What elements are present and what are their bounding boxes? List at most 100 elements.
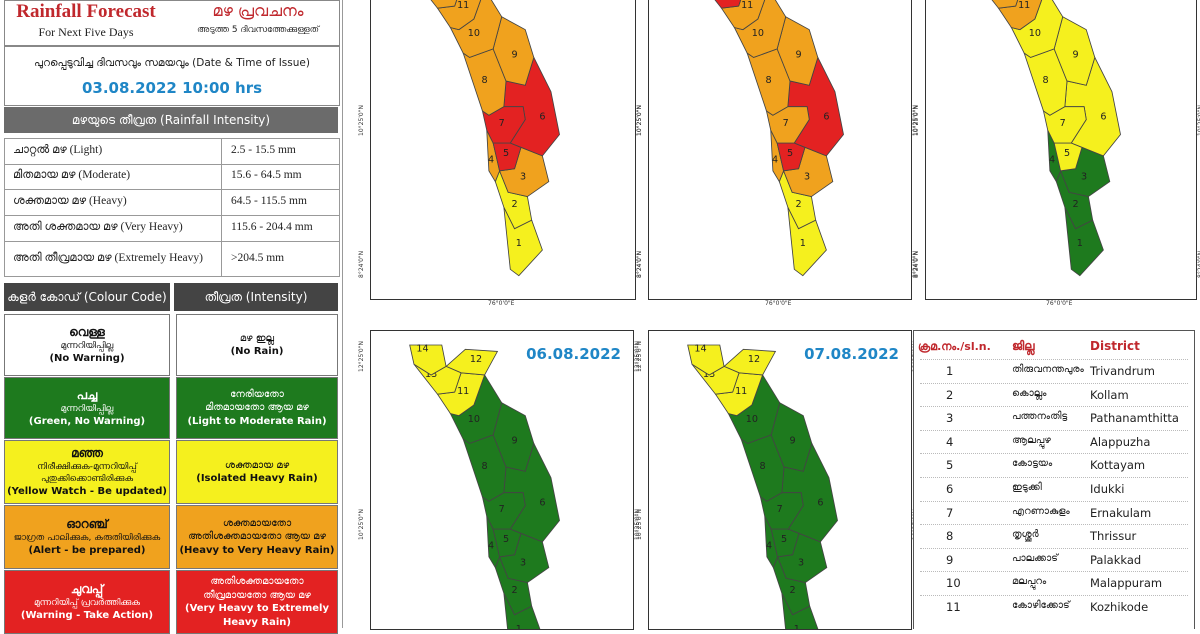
- table-row: 11 കോഴിക്കോട് Kozhikode: [920, 595, 1188, 619]
- col-heading-en: District: [1090, 339, 1140, 353]
- kerala-map: 1234567891011121314: [687, 343, 838, 629]
- district-number-label: 14: [694, 343, 706, 354]
- forecast-map-day4: 123456789101112131406.08.2022: [370, 330, 634, 630]
- district-number-label: 3: [1081, 171, 1087, 182]
- district-number-label: 1: [800, 238, 806, 249]
- district-en: Trivandrum: [1090, 364, 1155, 378]
- district-number-label: 4: [772, 154, 778, 165]
- forecast-date: 07.08.2022: [804, 345, 899, 363]
- district-no: 7: [946, 505, 954, 520]
- legend-text: (No Rain): [230, 346, 284, 357]
- district-number-label: 5: [503, 148, 509, 159]
- legend-text: (Isolated Heavy Rain): [196, 473, 318, 484]
- district-ml: ഇടുക്കി: [1012, 482, 1042, 493]
- district-region-13: [430, 0, 458, 9]
- district-number-label: 10: [752, 28, 764, 39]
- intensity-cell: നേരിയതോ മിതമായതോ ആയ മഴ (Light to Moderate …: [176, 377, 338, 439]
- district-ml: കോട്ടയം: [1012, 458, 1053, 470]
- district-number-label: 3: [798, 557, 804, 568]
- district-region-13: [714, 0, 742, 9]
- colour-code-cell: ചുവപ്പ് മുന്നറിയിപ്പ് പ്രവർത്തിക്കുക (Warn…: [4, 570, 170, 634]
- district-number-label: 9: [1072, 49, 1078, 60]
- table-row: 3 പത്തനംതിട്ട Pathanamthitta: [920, 406, 1188, 430]
- district-number-label: 2: [511, 585, 517, 596]
- district-number-label: 3: [520, 557, 526, 568]
- district-number-label: 6: [1100, 112, 1106, 123]
- intensity-row: ചാറ്റൽ മഴ (Light) 2.5 - 15.5 mm: [4, 138, 340, 165]
- district-number-label: 12: [748, 354, 760, 365]
- district-en: Pathanamthitta: [1090, 411, 1179, 426]
- legend-text: നേരിയതോ: [230, 388, 284, 400]
- intensity-row: ശക്തമായ മഴ (Heavy) 64.5 - 115.5 mm: [4, 190, 340, 216]
- district-en: Kottayam: [1090, 458, 1146, 473]
- legend-text: വെള്ള: [69, 325, 105, 340]
- intensity-range: 2.5 - 15.5 mm: [231, 144, 296, 156]
- district-ml: കോഴിക്കോട്: [1012, 600, 1070, 611]
- district-number-label: 8: [766, 75, 772, 86]
- axis-label: 12°25'0"N: [636, 341, 643, 372]
- intensity-label: മിതമായ മഴ (Moderate): [13, 169, 131, 181]
- district-number-label: 10: [468, 28, 480, 39]
- kerala-map: 1234567891011121314: [991, 0, 1121, 277]
- intensity-range: 64.5 - 115.5 mm: [231, 195, 307, 207]
- legend-text: അതിശക്തമായതോ ആയ മഴ: [188, 531, 326, 543]
- district-no: 8: [946, 529, 954, 544]
- district-en: Ernakulam: [1090, 505, 1152, 520]
- district-ml: ആലപ്പുഴ: [1012, 434, 1051, 446]
- district-number-label: 7: [1060, 118, 1066, 129]
- district-number-label: 7: [783, 118, 789, 129]
- forecast-map-day3: 1234567891011121314: [925, 0, 1197, 300]
- intensity-label: ചാറ്റൽ മഴ (Light): [13, 144, 103, 156]
- district-en: Palakkad: [1090, 552, 1142, 567]
- intensity-range: >204.5 mm: [231, 252, 285, 264]
- table-row: 9 പാലക്കാട് Palakkad: [920, 547, 1188, 572]
- intensity-cell: ശക്തമായതോ അതിശക്തമായതോ ആയ മഴ (Heavy to Ver…: [176, 505, 338, 569]
- district-no: 3: [946, 411, 954, 426]
- table-row: 8 തൃശ്ശൂർ Thrissur: [920, 524, 1188, 548]
- district-no: 6: [946, 482, 954, 496]
- district-number-label: 11: [1018, 0, 1030, 11]
- legend-text: ചുവപ്പ്: [70, 582, 104, 597]
- axis-label: 8°24'0"N: [358, 250, 365, 278]
- forecast-date: 06.08.2022: [526, 345, 621, 363]
- district-no: 1: [946, 364, 954, 378]
- district-number-label: 12: [470, 354, 482, 365]
- district-number-label: 4: [488, 154, 494, 165]
- intensity-col-heading: തീവ്രത (Intensity): [174, 283, 338, 311]
- intensity-cell: മഴ ഇല്ല (No Rain): [176, 314, 338, 376]
- legend-text: (Very Heavy to Extremely Heavy Rain): [185, 603, 329, 628]
- district-number-label: 8: [760, 461, 766, 472]
- intensity-cell: ശക്തമായ മഴ (Isolated Heavy Rain): [176, 440, 338, 504]
- forecast-map-day2: 1234567891011121314: [648, 0, 912, 300]
- district-number-label: 10: [746, 414, 758, 425]
- district-number-label: 9: [795, 49, 801, 60]
- legend-text: പച്ച: [76, 388, 98, 403]
- district-number-label: 2: [795, 199, 801, 210]
- table-row: 7 എറണാകുളം Ernakulam: [920, 500, 1188, 525]
- intensity-row: അതി ശക്തമായ മഴ (Very Heavy) 115.6 - 204.4…: [4, 216, 340, 242]
- legend-text: (Yellow Watch - Be updated): [7, 486, 167, 498]
- legend-text: (Light to Moderate Rain): [187, 415, 327, 427]
- intensity-range: 15.6 - 64.5 mm: [231, 169, 302, 181]
- issue-label: പുറപ്പെടുവിച്ച ദിവസവും സമയവും (Date & Ti…: [34, 57, 310, 69]
- colour-code-heading: കളർ കോഡ് (Colour Code): [4, 283, 170, 311]
- district-ml: തൃശ്ശൂർ: [1012, 529, 1039, 541]
- legend-text: മുന്നറിയിപ്പ് പ്രവർത്തിക്കുക: [34, 598, 140, 609]
- issue-box: പുറപ്പെടുവിച്ച ദിവസവും സമയവും (Date & Ti…: [4, 46, 340, 106]
- legend-text: മിതമായതോ ആയ മഴ: [205, 402, 309, 414]
- district-number-label: 5: [503, 534, 509, 545]
- district-en: Malappuram: [1090, 576, 1163, 591]
- kerala-map: 1234567891011121314: [409, 343, 560, 629]
- district-no: 5: [946, 458, 954, 473]
- title-box: Rainfall Forecast For Next Five Days മഴ …: [4, 0, 340, 46]
- district-number-label: 6: [539, 112, 545, 123]
- district-number-label: 9: [789, 435, 795, 446]
- district-number-label: 5: [1064, 148, 1070, 159]
- legend-text: ശക്തമായതോ: [222, 517, 292, 529]
- district-no: 2: [946, 387, 954, 402]
- district-number-label: 8: [482, 75, 488, 86]
- table-row: 2 കൊല്ലം Kollam: [920, 382, 1188, 407]
- intensity-label: ശക്തമായ മഴ (Heavy): [13, 195, 127, 207]
- legend-text: (Warning - Take Action): [20, 610, 154, 622]
- legend-text: (Alert - be prepared): [28, 545, 146, 557]
